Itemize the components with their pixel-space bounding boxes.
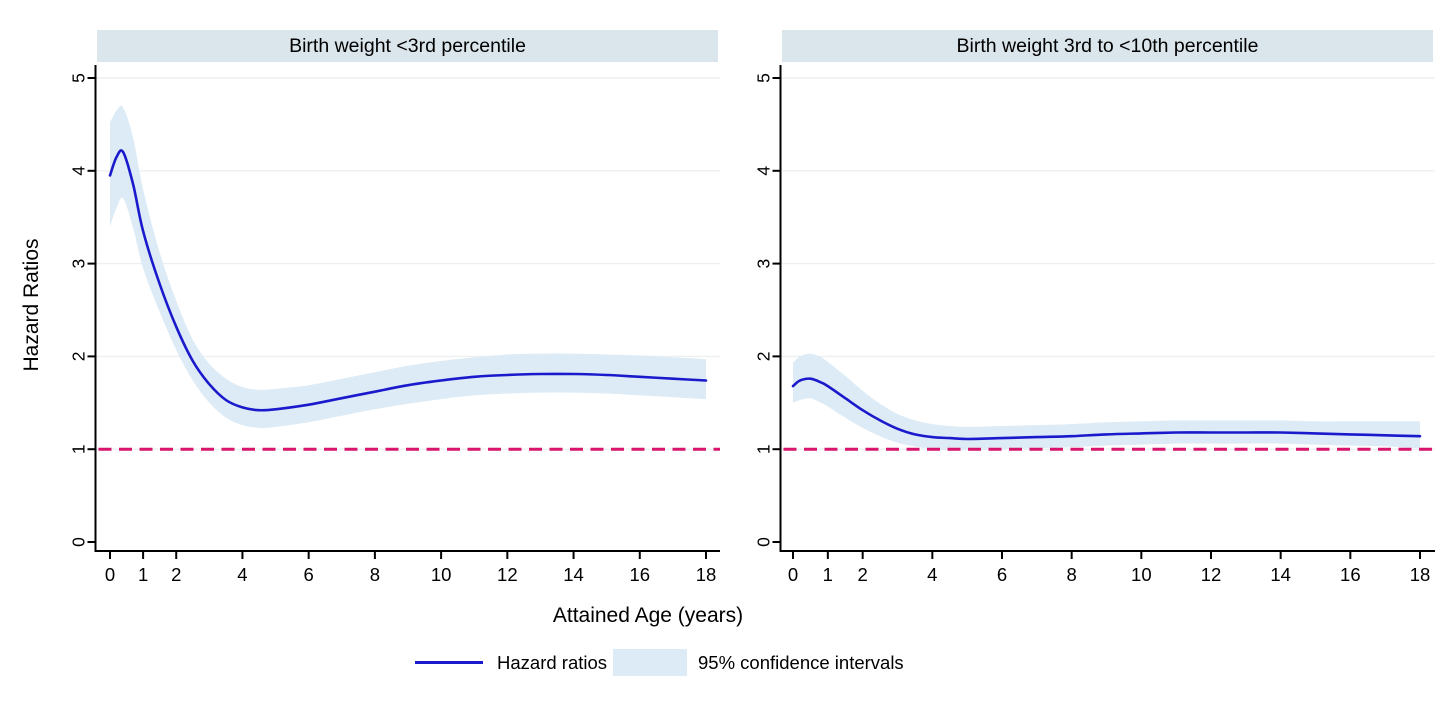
panel-title-left: Birth weight <3rd percentile	[97, 30, 718, 62]
y-tick-label: 0	[754, 537, 774, 547]
x-tick-label: 6	[304, 564, 314, 585]
y-axis-title: Hazard Ratios	[20, 238, 43, 372]
x-axis-title: Attained Age (years)	[552, 604, 744, 627]
x-tick-label: 0	[105, 564, 115, 585]
y-tick-label: 2	[69, 352, 89, 362]
ci-band	[793, 353, 1420, 451]
x-tick-label: 18	[696, 564, 717, 585]
y-tick-label: 4	[754, 166, 774, 176]
x-tick-label: 16	[629, 564, 650, 585]
x-tick-label: 12	[1201, 564, 1222, 585]
y-tick-label: 1	[69, 444, 89, 454]
x-tick-label: 16	[1340, 564, 1361, 585]
y-tick-label: 3	[754, 259, 774, 269]
y-tick-label: 1	[754, 444, 774, 454]
y-tick-label: 4	[69, 166, 89, 176]
y-tick-label: 2	[754, 352, 774, 362]
hazard-curve	[108, 149, 708, 412]
y-tick-label: 0	[69, 537, 89, 547]
hazard-curve	[791, 377, 1422, 441]
y-tick-label: 3	[69, 259, 89, 269]
x-tick-label: 14	[563, 564, 584, 585]
x-tick-label: 12	[497, 564, 518, 585]
y-tick-label: 5	[69, 73, 89, 83]
x-tick-label: 4	[237, 564, 247, 585]
x-tick-label: 0	[788, 564, 798, 585]
x-tick-label: 18	[1410, 564, 1431, 585]
x-tick-label: 10	[1131, 564, 1152, 585]
x-tick-label: 2	[858, 564, 868, 585]
x-tick-label: 2	[171, 564, 181, 585]
ci-band	[110, 105, 706, 429]
x-tick-label: 8	[370, 564, 380, 585]
x-tick-label: 4	[927, 564, 937, 585]
x-tick-label: 14	[1270, 564, 1291, 585]
x-tick-label: 1	[138, 564, 148, 585]
x-tick-label: 1	[823, 564, 833, 585]
panel-title-right: Birth weight 3rd to <10th percentile	[782, 30, 1433, 62]
x-tick-label: 6	[997, 564, 1007, 585]
x-tick-label: 10	[431, 564, 452, 585]
y-tick-label: 5	[754, 73, 774, 83]
x-tick-label: 8	[1067, 564, 1077, 585]
